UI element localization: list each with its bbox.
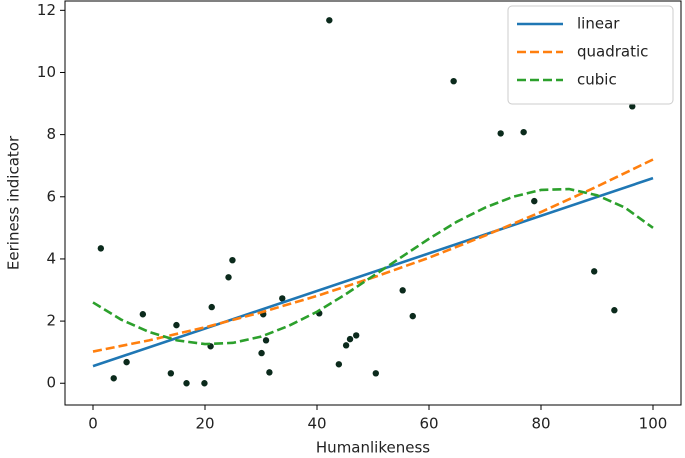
y-tick-label: 6 [46, 187, 56, 205]
data-point [326, 17, 333, 24]
x-tick-label: 40 [307, 415, 326, 433]
data-point [342, 342, 350, 349]
data-point [372, 370, 379, 377]
y-tick-label: 10 [37, 63, 56, 81]
x-tick-label: 100 [639, 415, 668, 433]
y-tick-label: 2 [46, 312, 56, 330]
data-point [450, 77, 457, 85]
data-point [591, 268, 598, 275]
data-point [266, 369, 273, 376]
x-tick-label: 20 [195, 415, 214, 433]
data-point [97, 245, 105, 252]
data-point [629, 103, 636, 110]
y-axis-label: Eeriness indicator [5, 135, 23, 270]
data-point [531, 197, 538, 205]
legend-label: linear [577, 15, 620, 33]
data-point [167, 370, 175, 377]
data-point [611, 307, 618, 314]
data-point [201, 380, 208, 387]
data-point [110, 375, 117, 382]
data-point [225, 274, 232, 281]
data-point [335, 361, 343, 368]
data-point [497, 130, 504, 137]
data-point [262, 337, 270, 344]
data-point [139, 311, 147, 318]
plot-frame [64, 0, 682, 406]
x-axis-label: Humanlikeness [316, 439, 430, 457]
y-tick-label: 4 [46, 249, 56, 267]
legend-label: quadratic [577, 43, 648, 61]
y-tick-label: 12 [37, 1, 56, 19]
data-point [183, 380, 190, 387]
data-point [409, 312, 416, 320]
x-tick-label: 80 [531, 415, 550, 433]
data-point [123, 358, 130, 366]
data-point [229, 256, 236, 264]
x-tick-label: 0 [88, 415, 98, 433]
fit-line [92, 187, 654, 346]
x-tick-label: 60 [419, 415, 438, 433]
data-point [208, 303, 215, 311]
fit-line [92, 176, 654, 368]
data-point [353, 332, 360, 339]
y-tick-label: 8 [46, 125, 56, 143]
data-point [258, 349, 265, 357]
y-tick-label: 0 [46, 374, 56, 392]
data-point [346, 335, 354, 343]
data-point [520, 128, 527, 136]
data-point [399, 287, 406, 294]
data-point [279, 295, 286, 302]
legend-label: cubic [577, 71, 617, 89]
data-point [173, 321, 180, 329]
